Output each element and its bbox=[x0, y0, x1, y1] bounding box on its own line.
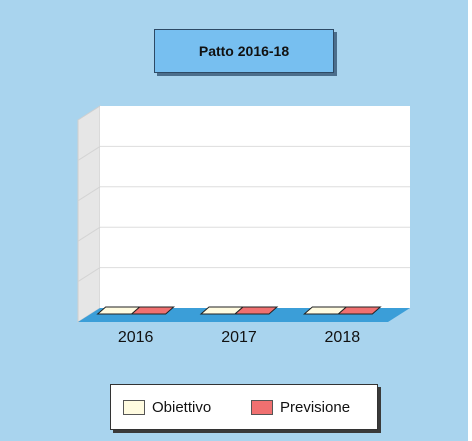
legend-item-previsione: Previsione bbox=[251, 385, 350, 429]
legend-swatch-previsione bbox=[251, 399, 273, 415]
legend-label-obiettivo: Obiettivo bbox=[152, 398, 212, 416]
bar-previsione-2016 bbox=[130, 306, 175, 315]
x-tick-label-2017: 2017 bbox=[221, 329, 257, 346]
gridline-side bbox=[77, 186, 101, 202]
gridline-side bbox=[77, 226, 101, 242]
gridline-side bbox=[77, 267, 101, 283]
side-wall bbox=[77, 105, 101, 323]
legend-label-previsione: Previsione bbox=[280, 398, 351, 416]
x-tick-label-2018: 2018 bbox=[324, 329, 361, 346]
chart-title: Patto 2016-18 bbox=[154, 29, 334, 73]
legend-item-obiettivo: Obiettivo bbox=[123, 385, 211, 429]
back-wall bbox=[100, 106, 410, 308]
bar-previsione-2017 bbox=[233, 306, 279, 315]
x-tick-label-2016: 2016 bbox=[117, 329, 154, 346]
gridline-side bbox=[77, 145, 101, 161]
legend-swatch-obiettivo bbox=[123, 399, 145, 415]
bar-previsione-2018 bbox=[337, 306, 382, 315]
legend: Obiettivo Previsione bbox=[110, 384, 378, 430]
